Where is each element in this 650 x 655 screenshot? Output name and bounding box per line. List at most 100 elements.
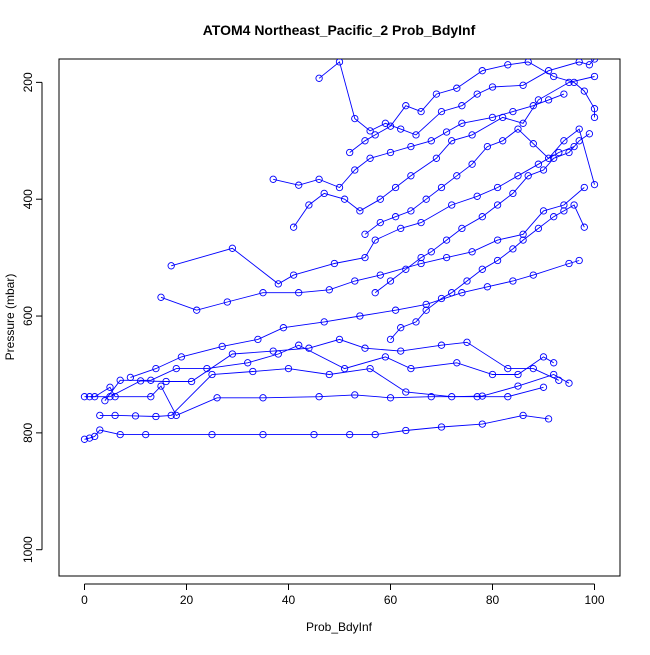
data-point [550, 154, 558, 162]
series-5 [101, 341, 558, 405]
data-point [208, 370, 216, 379]
data-point [427, 248, 435, 256]
data-point [550, 359, 558, 367]
data-point [106, 383, 114, 391]
data-point [187, 377, 196, 386]
data-point [565, 78, 573, 87]
series-line [374, 133, 590, 294]
data-point [519, 411, 527, 420]
data-point [131, 412, 140, 420]
data-point [407, 172, 415, 180]
data-point [585, 61, 594, 69]
data-point [402, 388, 410, 396]
data-point [351, 166, 359, 174]
data-point [391, 306, 400, 314]
data-point [560, 207, 568, 215]
data-point [504, 393, 512, 401]
series-6 [126, 256, 583, 382]
data-point [386, 122, 395, 130]
data-point [478, 67, 486, 75]
data-point [478, 265, 486, 273]
data-point [590, 59, 599, 63]
data-point [422, 300, 430, 309]
data-point [361, 137, 369, 145]
data-point [340, 364, 349, 373]
data-point [565, 259, 573, 268]
plot-frame [58, 58, 621, 577]
y-tick-label: 800 [21, 423, 35, 443]
data-point [453, 359, 461, 367]
data-point [330, 259, 339, 268]
data-point [442, 236, 451, 244]
data-point [544, 154, 553, 162]
data-point [560, 137, 568, 145]
data-point [483, 283, 492, 291]
series-14 [371, 130, 594, 297]
data-point [305, 344, 313, 352]
y-tick-label: 200 [21, 72, 35, 92]
data-point [259, 289, 267, 297]
y-axis: 200 400 600 800 1000 [21, 72, 43, 563]
data-point [529, 271, 537, 279]
data-point [473, 90, 481, 98]
data-point [519, 236, 527, 244]
series-line [318, 59, 595, 136]
data-point [391, 213, 400, 221]
data-point [422, 195, 430, 203]
data-point [590, 180, 599, 189]
data-point [585, 130, 594, 138]
data-point [509, 107, 517, 116]
data-point [172, 364, 180, 373]
series-line [349, 61, 595, 153]
data-point [361, 230, 369, 238]
data-point [228, 350, 237, 358]
data-point [575, 125, 583, 133]
data-point [346, 148, 354, 157]
data-point [259, 394, 267, 402]
data-point [386, 148, 395, 157]
y-tick-label: 600 [21, 306, 35, 326]
series-13 [361, 125, 599, 238]
data-point [136, 377, 145, 385]
data-point [80, 435, 89, 443]
data-point [371, 131, 379, 139]
data-point [289, 223, 298, 231]
data-point [177, 353, 186, 361]
data-point [539, 207, 548, 215]
data-point [361, 344, 369, 352]
series-line [160, 187, 585, 311]
data-point [550, 213, 558, 221]
data-point [437, 294, 446, 303]
data-point [351, 391, 359, 399]
data-point [274, 280, 282, 288]
data-point [509, 277, 517, 285]
data-point [366, 364, 374, 373]
data-point [437, 107, 446, 116]
data-point [458, 102, 466, 110]
data-point [116, 430, 124, 439]
data-point [346, 430, 354, 439]
data-point [310, 430, 318, 439]
data-point [295, 289, 303, 297]
data-point [493, 236, 502, 244]
data-point [519, 230, 527, 238]
series-line [99, 368, 570, 417]
data-point [152, 412, 160, 421]
data-point [437, 183, 446, 192]
data-point [529, 364, 537, 373]
data-point [254, 335, 262, 344]
data-point [386, 394, 395, 402]
data-point [223, 298, 231, 306]
data-point [544, 96, 553, 104]
series-line [364, 128, 595, 235]
data-point [580, 87, 588, 95]
data-point [534, 224, 543, 233]
data-point [244, 359, 252, 367]
data-point [356, 207, 364, 215]
data-point [386, 277, 395, 285]
data-point [391, 183, 400, 192]
data-point [397, 224, 405, 233]
data-point [575, 59, 583, 66]
y-axis-label: Pressure (mbar) [3, 274, 17, 361]
